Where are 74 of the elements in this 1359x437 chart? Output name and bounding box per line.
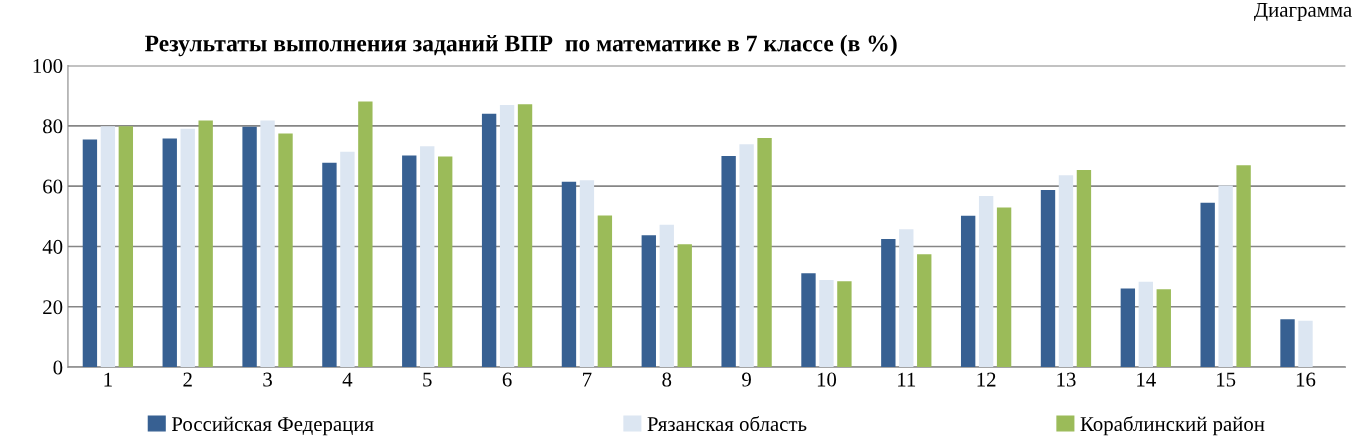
bar bbox=[322, 162, 337, 368]
x-tick-label: 4 bbox=[342, 372, 353, 387]
bar bbox=[438, 156, 453, 368]
bar bbox=[402, 155, 417, 368]
x-tick-label: 3 bbox=[263, 372, 272, 387]
legend-label: Рязанская область bbox=[647, 415, 807, 432]
bar bbox=[1138, 281, 1153, 368]
bar bbox=[641, 235, 656, 368]
y-tick-label: 0 bbox=[53, 360, 63, 375]
x-tick-label: 14 bbox=[1137, 372, 1156, 387]
bar bbox=[801, 273, 816, 368]
legend-label: Кораблинский район bbox=[1080, 415, 1265, 436]
bar bbox=[1120, 288, 1136, 368]
bar bbox=[82, 139, 98, 368]
bar bbox=[579, 180, 595, 368]
bar bbox=[881, 238, 896, 368]
bar bbox=[118, 126, 134, 368]
bar bbox=[1040, 190, 1056, 368]
x-tick-label: 12 bbox=[977, 372, 996, 387]
bar bbox=[561, 181, 577, 368]
bar bbox=[420, 146, 435, 368]
x-tick-label: 9 bbox=[742, 372, 751, 387]
x-tick-label: 2 bbox=[183, 372, 192, 387]
bar bbox=[1156, 289, 1171, 368]
x-tick-label: 5 bbox=[423, 372, 432, 387]
x-tick-label: 16 bbox=[1296, 372, 1316, 387]
bar bbox=[517, 104, 533, 368]
legend-label: Российская Федерация bbox=[171, 416, 374, 436]
bar bbox=[917, 254, 932, 368]
bar bbox=[481, 113, 497, 368]
bar bbox=[721, 156, 736, 368]
chart-title: Результаты выполнения заданий ВПР по математике в 7 классе (в %) bbox=[145, 34, 897, 57]
y-tick-label: 40 bbox=[42, 239, 63, 254]
bar bbox=[978, 196, 994, 368]
bar bbox=[677, 244, 692, 368]
x-tick-label: 15 bbox=[1217, 372, 1236, 387]
bar bbox=[659, 224, 674, 368]
bar bbox=[819, 279, 834, 368]
bar bbox=[198, 120, 213, 368]
bar bbox=[1298, 320, 1313, 368]
bar bbox=[1280, 319, 1295, 368]
bar bbox=[242, 126, 257, 368]
x-tick-label: 1 bbox=[104, 372, 112, 387]
bar bbox=[1058, 175, 1074, 368]
bar bbox=[996, 207, 1012, 368]
y-tick-label: 60 bbox=[43, 179, 63, 194]
bar bbox=[739, 144, 754, 368]
bar bbox=[162, 138, 177, 368]
text: Диаграмма bbox=[1254, 3, 1352, 22]
y-tick-label: 20 bbox=[43, 300, 63, 315]
x-tick-label: 7 bbox=[583, 372, 592, 387]
bar bbox=[837, 281, 852, 368]
bar bbox=[757, 137, 772, 368]
bar bbox=[278, 133, 293, 368]
x-tick-label: 11 bbox=[898, 372, 916, 387]
x-tick-label: 10 bbox=[817, 372, 837, 387]
bar bbox=[260, 120, 275, 368]
y-tick-label: 100 bbox=[33, 58, 63, 73]
bar bbox=[597, 215, 613, 368]
bar bbox=[899, 229, 914, 368]
bar bbox=[960, 215, 976, 368]
bar bbox=[180, 128, 195, 368]
x-tick-label: 8 bbox=[662, 372, 672, 387]
bar bbox=[358, 101, 373, 368]
x-tick-label: 6 bbox=[502, 372, 512, 387]
bar bbox=[499, 105, 515, 368]
bar bbox=[1076, 169, 1092, 368]
bar bbox=[1200, 202, 1215, 368]
bar bbox=[100, 126, 116, 368]
bar bbox=[1236, 165, 1251, 368]
bar bbox=[340, 151, 355, 368]
bar bbox=[1218, 185, 1233, 368]
x-tick-label: 13 bbox=[1057, 372, 1076, 387]
y-tick-label: 80 bbox=[43, 119, 63, 134]
